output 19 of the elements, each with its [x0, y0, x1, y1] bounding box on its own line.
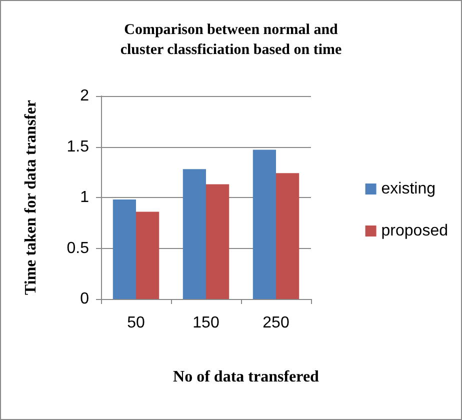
bar — [252, 150, 276, 299]
bar — [112, 200, 136, 299]
y-tick-label: 0 — [80, 290, 90, 308]
legend-label: existing — [381, 180, 436, 198]
bar — [182, 169, 206, 299]
y-axis-title: Time taken for data transfer — [22, 100, 40, 295]
bar — [136, 212, 160, 299]
y-tick-label: 2 — [80, 88, 90, 104]
x-axis-title: No of data transfered — [173, 368, 320, 386]
chart-title: Comparison between normal and cluster classficiation based on time — [120, 22, 342, 58]
bar — [276, 173, 300, 299]
y-tick-label: 1 — [80, 189, 90, 206]
x-tick-label: 50 — [127, 314, 145, 332]
x-tick-label: 250 — [262, 314, 290, 332]
y-tick-label: 1.5 — [66, 138, 90, 156]
legend-label: proposed — [381, 222, 448, 240]
bar — [206, 184, 230, 299]
y-tick-label: 0.5 — [66, 240, 90, 257]
x-tick-label: 150 — [192, 314, 220, 332]
